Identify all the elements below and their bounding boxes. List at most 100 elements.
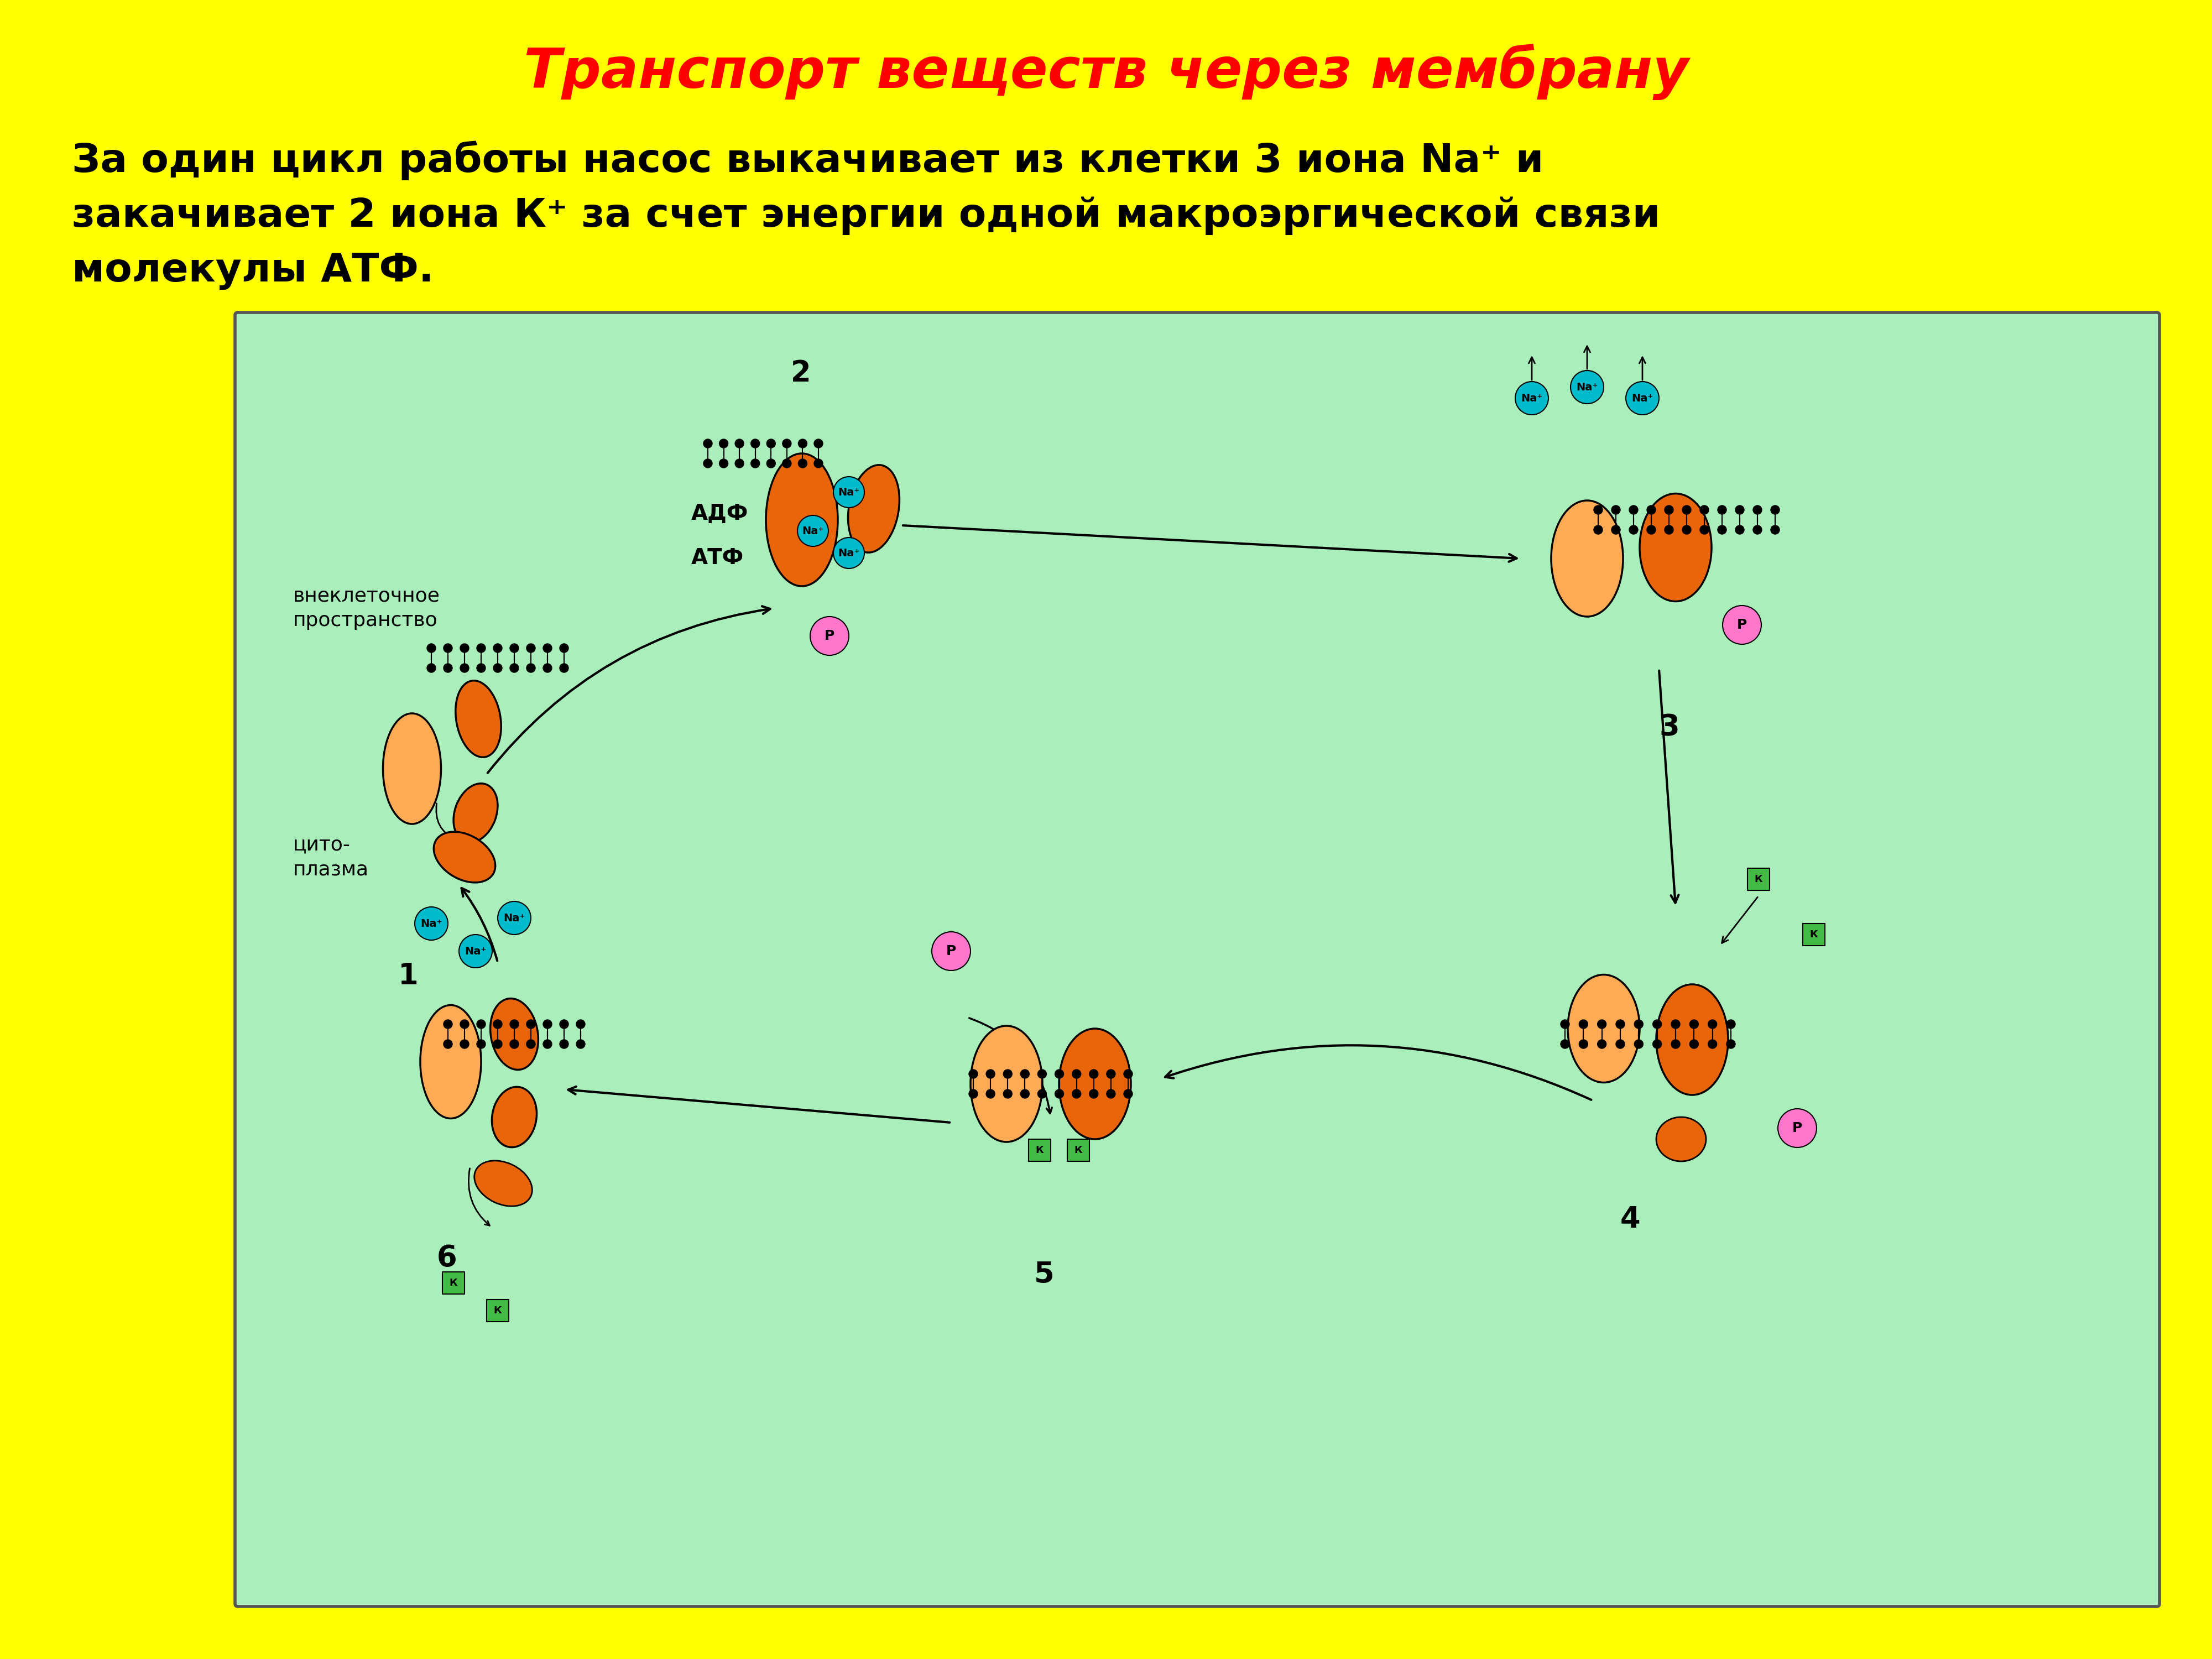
Circle shape [783, 440, 792, 448]
Text: АДФ: АДФ [690, 503, 748, 524]
Circle shape [1124, 1070, 1133, 1078]
FancyBboxPatch shape [234, 312, 2159, 1606]
Text: 1: 1 [398, 962, 418, 990]
Text: Na⁺: Na⁺ [465, 946, 487, 956]
Text: Na⁺: Na⁺ [838, 488, 860, 498]
Circle shape [750, 440, 759, 448]
Circle shape [544, 664, 553, 672]
Circle shape [1734, 526, 1743, 534]
Circle shape [1666, 526, 1674, 534]
Circle shape [1770, 506, 1778, 514]
Circle shape [1055, 1090, 1064, 1098]
Ellipse shape [971, 1025, 1042, 1141]
Circle shape [834, 538, 865, 569]
Ellipse shape [491, 1087, 538, 1148]
Circle shape [1699, 526, 1708, 534]
Circle shape [560, 644, 568, 652]
Circle shape [478, 664, 487, 672]
Circle shape [1615, 1020, 1624, 1029]
Circle shape [442, 1040, 453, 1048]
Circle shape [1635, 1020, 1644, 1029]
Circle shape [931, 932, 971, 971]
Ellipse shape [383, 713, 440, 825]
Circle shape [1652, 1020, 1661, 1029]
Circle shape [1088, 1090, 1097, 1098]
Circle shape [1690, 1040, 1699, 1048]
Circle shape [478, 1040, 487, 1048]
Circle shape [544, 644, 553, 652]
Circle shape [442, 1020, 453, 1029]
Circle shape [1635, 1040, 1644, 1048]
Circle shape [1597, 1020, 1606, 1029]
Text: Na⁺: Na⁺ [1577, 382, 1597, 393]
Circle shape [1666, 506, 1674, 514]
Circle shape [560, 1020, 568, 1029]
Circle shape [460, 934, 491, 967]
Text: За один цикл работы насос выкачивает из клетки 3 иона Na⁺ и: За один цикл работы насос выкачивает из … [71, 141, 1544, 181]
Text: Na⁺: Na⁺ [803, 526, 823, 536]
Circle shape [987, 1090, 995, 1098]
Circle shape [1020, 1070, 1029, 1078]
Circle shape [1708, 1020, 1717, 1029]
Text: Транспорт веществ через мембрану: Транспорт веществ через мембрану [524, 43, 1688, 100]
Text: внеклеточное
пространство: внеклеточное пространство [292, 587, 440, 630]
Circle shape [498, 901, 531, 934]
Ellipse shape [434, 831, 495, 883]
Circle shape [493, 1020, 502, 1029]
Circle shape [969, 1070, 978, 1078]
Circle shape [526, 1040, 535, 1048]
Ellipse shape [1060, 1029, 1130, 1140]
Text: К: К [1754, 874, 1763, 884]
Circle shape [810, 617, 849, 655]
Ellipse shape [1568, 975, 1639, 1083]
Circle shape [1717, 526, 1725, 534]
Circle shape [460, 1020, 469, 1029]
Circle shape [1683, 506, 1692, 514]
Ellipse shape [1551, 501, 1624, 617]
Circle shape [768, 440, 776, 448]
Circle shape [768, 460, 776, 468]
Circle shape [493, 1040, 502, 1048]
Circle shape [1717, 506, 1725, 514]
Ellipse shape [420, 1005, 482, 1118]
Circle shape [814, 460, 823, 468]
Circle shape [703, 440, 712, 448]
Text: АТФ: АТФ [690, 547, 743, 569]
Circle shape [1646, 526, 1655, 534]
Circle shape [1004, 1090, 1013, 1098]
Ellipse shape [453, 783, 498, 843]
Circle shape [987, 1070, 995, 1078]
Circle shape [1562, 1020, 1571, 1029]
Circle shape [1734, 506, 1743, 514]
Circle shape [719, 460, 728, 468]
Circle shape [783, 460, 792, 468]
Ellipse shape [847, 465, 900, 552]
Circle shape [719, 440, 728, 448]
Text: цито-
плазма: цито- плазма [292, 836, 369, 879]
Circle shape [1593, 506, 1601, 514]
Circle shape [478, 1020, 487, 1029]
Ellipse shape [456, 680, 502, 757]
Circle shape [526, 644, 535, 652]
Circle shape [1088, 1070, 1097, 1078]
Circle shape [1708, 1040, 1717, 1048]
Circle shape [1073, 1070, 1082, 1078]
Circle shape [526, 664, 535, 672]
Circle shape [509, 1040, 518, 1048]
Circle shape [1683, 526, 1692, 534]
Circle shape [1037, 1070, 1046, 1078]
Ellipse shape [473, 1161, 533, 1206]
Circle shape [560, 1040, 568, 1048]
Text: молекулы АТФ.: молекулы АТФ. [71, 252, 434, 290]
Circle shape [1055, 1070, 1064, 1078]
Text: Na⁺: Na⁺ [838, 547, 860, 557]
Circle shape [834, 476, 865, 508]
Text: P: P [1736, 619, 1747, 632]
Circle shape [1562, 1040, 1571, 1048]
Circle shape [1652, 1040, 1661, 1048]
Circle shape [1597, 1040, 1606, 1048]
Circle shape [1628, 506, 1637, 514]
Circle shape [750, 460, 759, 468]
Text: К: К [1809, 929, 1818, 939]
Circle shape [460, 664, 469, 672]
